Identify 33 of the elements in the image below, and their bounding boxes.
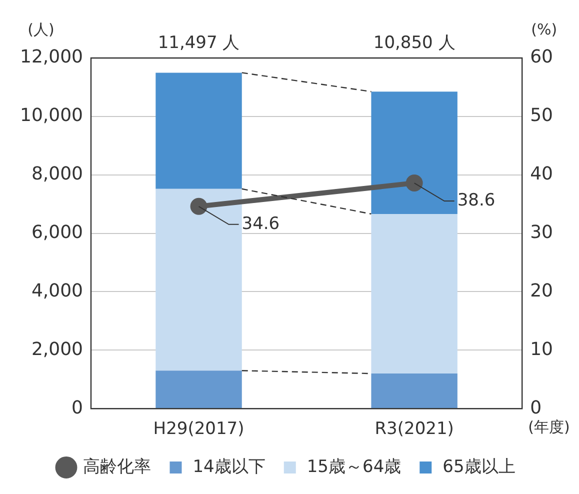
bar bbox=[156, 72, 242, 189]
y2-tick-label: 50 bbox=[530, 105, 553, 126]
x-axis-title: (年度) bbox=[528, 418, 570, 436]
x-tick-label: R3(2021) bbox=[374, 419, 454, 440]
legend-label: 15歳～64歳 bbox=[306, 456, 402, 477]
data-label: 34.6 bbox=[242, 214, 280, 234]
bar bbox=[371, 214, 458, 374]
data-label: 38.6 bbox=[457, 190, 496, 210]
y-tick-label: 2,000 bbox=[31, 338, 83, 360]
y-tick-label: 6,000 bbox=[31, 222, 83, 243]
y2-tick-label: 20 bbox=[530, 280, 553, 302]
bar bbox=[371, 374, 458, 408]
legend-label: 14歳以下 bbox=[192, 456, 266, 477]
y2-axis-title: (%) bbox=[531, 20, 558, 38]
bar bbox=[156, 370, 242, 408]
bar bbox=[156, 188, 242, 371]
x-tick-label: H29(2017) bbox=[153, 419, 244, 440]
y-tick-label: 10,000 bbox=[20, 105, 83, 126]
legend-label: 65歳以上 bbox=[442, 456, 516, 477]
legend-label: 高齢化率 bbox=[83, 456, 152, 477]
y2-tick-label: 40 bbox=[530, 164, 553, 185]
y2-tick-label: 10 bbox=[530, 338, 553, 360]
y-tick-label: 8,000 bbox=[31, 164, 83, 185]
y-tick-label: 4,000 bbox=[31, 280, 83, 302]
y-tick-label: 12,000 bbox=[20, 46, 83, 68]
y-axis-title: (人) bbox=[28, 20, 54, 38]
y2-tick-label: 0 bbox=[530, 397, 542, 418]
bar bbox=[371, 92, 458, 214]
total-label: 10,850 人 bbox=[373, 32, 456, 53]
total-label: 11,497 人 bbox=[158, 32, 240, 53]
y2-tick-label: 60 bbox=[530, 46, 553, 68]
y2-tick-label: 30 bbox=[530, 222, 553, 243]
y-tick-label: 0 bbox=[72, 397, 83, 418]
